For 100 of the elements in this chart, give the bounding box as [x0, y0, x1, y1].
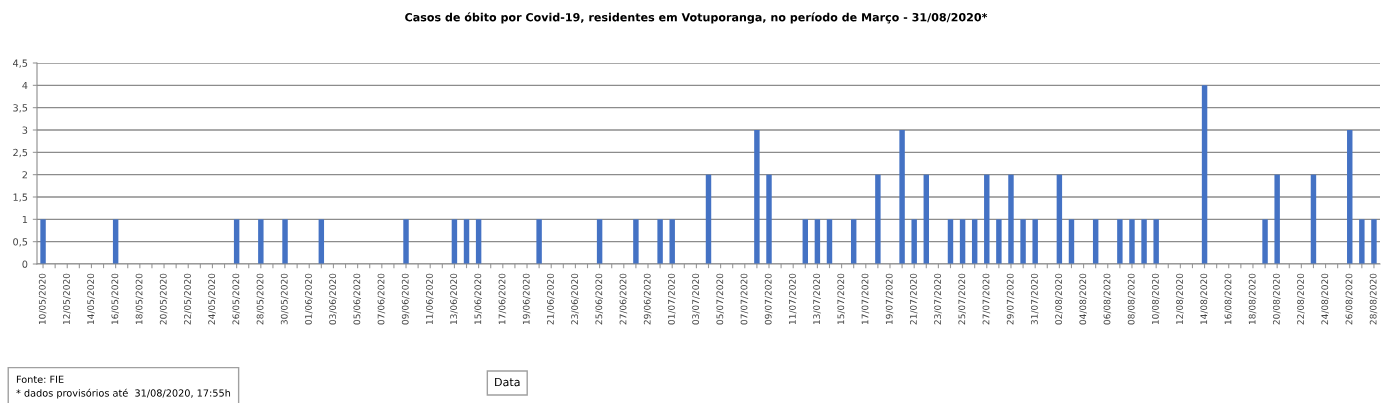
bar — [669, 219, 675, 264]
x-tick-label: 18/08/2020 — [1248, 273, 1257, 325]
x-tick-label: 06/08/2020 — [1103, 273, 1112, 325]
x-tick-label: 05/07/2020 — [716, 273, 724, 325]
bar — [282, 219, 288, 264]
bar — [633, 219, 639, 264]
bar — [802, 219, 809, 264]
bar — [1359, 219, 1365, 264]
bar — [984, 174, 990, 264]
bar — [1020, 219, 1026, 264]
y-tick-label: 0,5 — [13, 238, 28, 247]
y-tick-label: 0 — [22, 260, 28, 268]
x-tick-label: 07/07/2020 — [740, 273, 749, 325]
x-tick-label: 14/08/2020 — [1200, 273, 1208, 325]
bar — [875, 174, 881, 264]
bar — [754, 130, 760, 264]
bar — [657, 219, 663, 264]
x-tick-label: 23/07/2020 — [934, 273, 942, 325]
x-tick-label: 17/07/2020 — [861, 273, 870, 325]
x-tick-label: 02/08/2020 — [1055, 273, 1063, 325]
x-tick-label: 24/05/2020 — [208, 273, 216, 325]
x-tick-label: 12/08/2020 — [1176, 273, 1184, 325]
x-tick-label: 23/06/2020 — [571, 273, 579, 325]
bar — [911, 219, 917, 264]
x-tick-label: 09/07/2020 — [764, 273, 773, 325]
bar — [1347, 130, 1353, 264]
bar — [112, 219, 119, 264]
chart-title: Casos de óbito por Covid-19, residentes em Votuporanga, no período de Março - 31/08/2020* — [405, 12, 988, 24]
x-tick-label: 10/05/2020 — [38, 273, 47, 325]
x-tick-label: 15/07/2020 — [837, 273, 845, 325]
x-tick-label: 13/07/2020 — [813, 273, 821, 325]
bar — [451, 219, 458, 264]
y-tick-label: 2 — [22, 171, 27, 179]
x-tick-label: 11/07/2020 — [788, 273, 797, 325]
x-tick-label: 09/06/2020 — [401, 273, 410, 325]
bar — [1371, 219, 1377, 264]
bar — [233, 219, 240, 264]
y-tick-label: 4 — [22, 81, 28, 90]
x-tick-label: 10/08/2020 — [1151, 273, 1160, 325]
source-note: Fonte: FIE * dados provisórios até 31/08/2020, 17:55h — [16, 375, 231, 399]
bar — [947, 219, 954, 264]
x-tick-label: 22/08/2020 — [1297, 273, 1305, 325]
x-tick-label: 04/08/2020 — [1079, 273, 1087, 325]
x-tick-label: 28/05/2020 — [256, 273, 265, 325]
bar — [1153, 219, 1159, 264]
bar — [850, 219, 857, 264]
bar — [1262, 219, 1268, 264]
x-axis-title: Data — [495, 377, 520, 387]
x-tick-label: 20/08/2020 — [1272, 273, 1281, 325]
bar — [814, 219, 821, 264]
bar — [899, 130, 905, 264]
x-tick-label: 21/06/2020 — [547, 273, 555, 325]
x-tick-label: 03/06/2020 — [329, 273, 337, 325]
x-tick-label: 18/05/2020 — [135, 273, 144, 325]
y-tick-label: 4,5 — [12, 59, 28, 68]
x-tick-label: 27/07/2020 — [982, 273, 991, 325]
x-tick-label: 30/05/2020 — [280, 273, 289, 325]
bar — [826, 219, 833, 264]
x-tick-label: 14/05/2020 — [87, 273, 95, 325]
x-tick-label: 20/05/2020 — [159, 273, 168, 325]
bar — [475, 219, 482, 264]
bar — [318, 219, 325, 264]
bar — [1092, 219, 1099, 264]
bar — [1068, 219, 1075, 264]
bar — [1141, 219, 1147, 264]
bar — [463, 219, 470, 264]
x-tick-label: 16/08/2020 — [1224, 273, 1233, 325]
x-tick-label: 22/05/2020 — [184, 273, 192, 325]
bar — [1117, 219, 1123, 264]
x-tick-label: 25/07/2020 — [958, 273, 966, 325]
x-tick-label: 27/06/2020 — [619, 273, 628, 325]
bar — [996, 219, 1002, 264]
bar — [705, 174, 712, 264]
x-tick-label: 05/06/2020 — [353, 273, 361, 325]
y-tick-label: 1,5 — [13, 193, 28, 202]
x-tick-label: 11/06/2020 — [426, 273, 434, 325]
x-tick-label: 01/06/2020 — [305, 273, 313, 325]
bar — [1310, 174, 1317, 264]
x-tick-label: 31/07/2020 — [1030, 273, 1039, 325]
bar — [923, 174, 930, 264]
bar — [1008, 174, 1014, 264]
bar — [971, 219, 978, 264]
bar — [536, 219, 542, 264]
y-tick-label: 1 — [22, 215, 28, 224]
bar — [1129, 219, 1135, 264]
x-tick-label: 16/05/2020 — [111, 273, 119, 325]
y-tick-label: 3 — [22, 126, 28, 134]
x-tick-label: 29/06/2020 — [643, 273, 652, 325]
x-tick-label: 08/08/2020 — [1127, 273, 1136, 325]
x-tick-label: 21/07/2020 — [909, 273, 918, 325]
x-tick-label: 12/05/2020 — [63, 273, 71, 325]
x-tick-label: 26/05/2020 — [232, 273, 240, 325]
bar — [1201, 85, 1208, 264]
x-tick-label: 03/07/2020 — [692, 273, 700, 325]
x-tick-label: 26/08/2020 — [1345, 273, 1354, 325]
bar — [1032, 219, 1038, 264]
x-tick-label: 17/06/2020 — [498, 273, 507, 325]
bar — [40, 219, 46, 264]
x-tick-label: 15/06/2020 — [474, 273, 482, 325]
x-tick-label: 28/08/2020 — [1369, 273, 1378, 325]
